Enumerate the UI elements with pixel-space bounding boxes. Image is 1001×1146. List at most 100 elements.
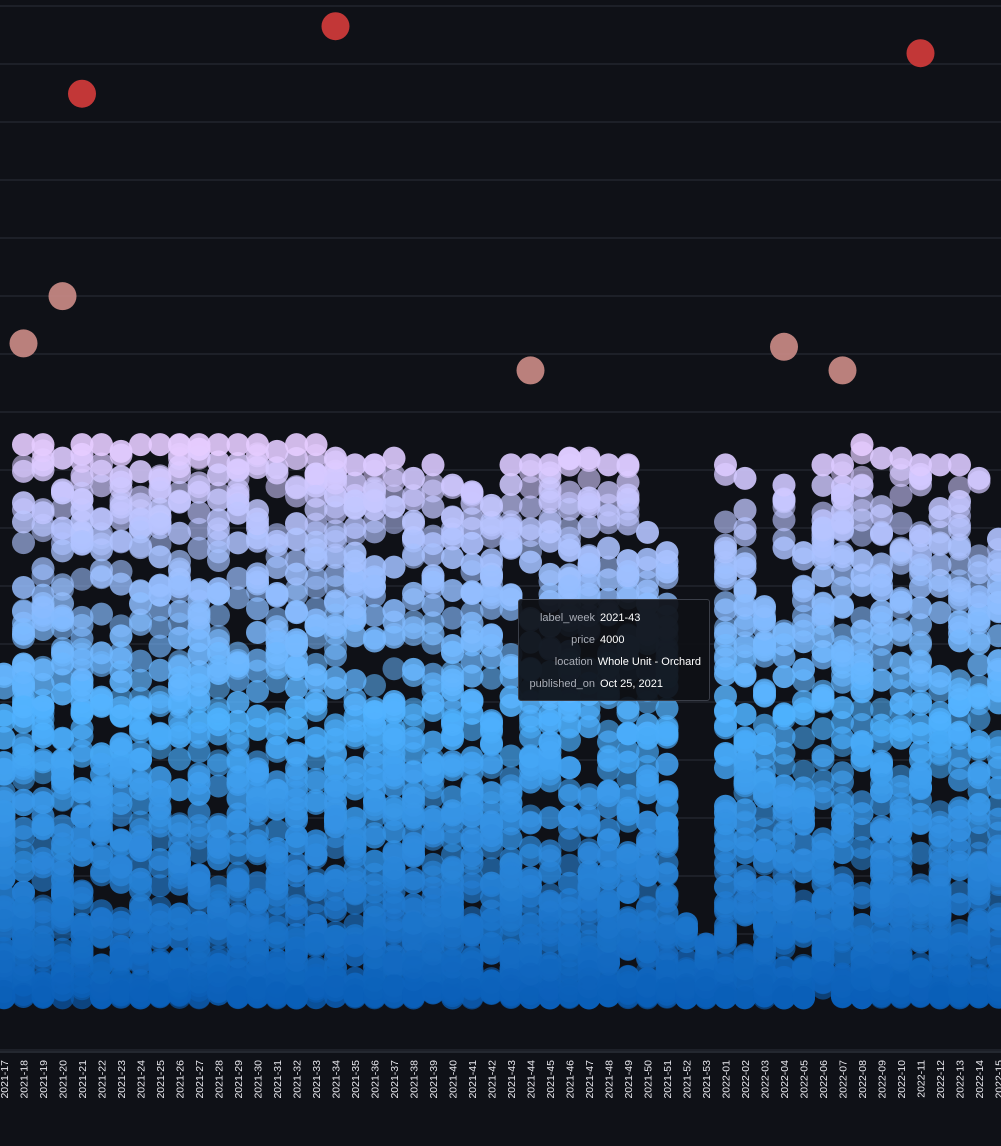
data-point[interactable] (304, 878, 328, 902)
data-point[interactable] (948, 453, 971, 477)
data-point[interactable] (772, 702, 796, 726)
data-point[interactable] (187, 578, 211, 602)
data-point[interactable] (31, 846, 55, 870)
data-point[interactable] (31, 595, 55, 619)
data-point[interactable] (265, 951, 289, 975)
data-point[interactable] (265, 461, 289, 485)
data-point[interactable] (168, 575, 191, 599)
data-point[interactable] (577, 975, 601, 999)
data-point[interactable] (402, 760, 425, 784)
data-point[interactable] (928, 864, 952, 888)
data-point[interactable] (519, 943, 542, 967)
data-point[interactable] (480, 666, 503, 690)
outlier-point[interactable] (516, 356, 545, 385)
data-point[interactable] (733, 635, 757, 659)
data-point[interactable] (636, 855, 659, 879)
data-point[interactable] (753, 818, 776, 842)
data-point[interactable] (928, 553, 952, 577)
data-point[interactable] (246, 834, 269, 858)
data-point[interactable] (207, 508, 230, 532)
data-point[interactable] (519, 745, 542, 769)
data-point[interactable] (304, 771, 328, 795)
data-point[interactable] (0, 662, 16, 686)
data-point[interactable] (285, 562, 308, 586)
data-point[interactable] (850, 847, 874, 871)
data-point[interactable] (246, 433, 269, 457)
data-point[interactable] (967, 792, 991, 816)
data-point[interactable] (987, 963, 1001, 987)
data-point[interactable] (402, 545, 425, 569)
data-point[interactable] (129, 740, 152, 764)
data-point[interactable] (967, 908, 991, 932)
data-point[interactable] (480, 824, 503, 848)
data-point[interactable] (714, 510, 737, 534)
data-point[interactable] (441, 977, 464, 1001)
data-point[interactable] (187, 762, 211, 786)
data-point[interactable] (850, 433, 874, 457)
data-point[interactable] (948, 744, 971, 768)
data-point[interactable] (363, 674, 386, 698)
data-point[interactable] (363, 822, 386, 846)
data-point[interactable] (636, 781, 659, 805)
data-point[interactable] (226, 985, 250, 1009)
data-point[interactable] (109, 439, 133, 463)
data-point[interactable] (187, 783, 211, 807)
data-point[interactable] (792, 832, 815, 856)
data-point[interactable] (967, 632, 991, 656)
data-point[interactable] (265, 670, 289, 694)
data-point[interactable] (499, 493, 523, 517)
data-point[interactable] (148, 545, 172, 569)
data-point[interactable] (987, 624, 1001, 648)
data-point[interactable] (460, 846, 484, 870)
data-point[interactable] (558, 574, 581, 598)
data-point[interactable] (324, 471, 347, 495)
data-point[interactable] (265, 788, 289, 812)
data-point[interactable] (382, 657, 406, 681)
data-point[interactable] (831, 819, 854, 843)
data-point[interactable] (616, 766, 640, 790)
data-point[interactable] (90, 651, 113, 675)
data-point[interactable] (70, 936, 94, 960)
data-point[interactable] (460, 650, 484, 674)
data-point[interactable] (519, 517, 542, 541)
data-point[interactable] (90, 452, 113, 476)
data-point[interactable] (226, 786, 250, 810)
data-point[interactable] (616, 965, 640, 989)
data-point[interactable] (558, 923, 581, 947)
data-point[interactable] (870, 713, 893, 737)
data-point[interactable] (109, 828, 133, 852)
data-point[interactable] (343, 881, 367, 905)
outlier-point[interactable] (770, 332, 798, 361)
data-point[interactable] (499, 685, 523, 709)
data-point[interactable] (967, 554, 991, 578)
data-point[interactable] (519, 550, 542, 574)
data-point[interactable] (616, 875, 640, 899)
data-point[interactable] (831, 487, 854, 511)
data-point[interactable] (90, 565, 113, 589)
data-point[interactable] (265, 921, 289, 945)
data-point[interactable] (811, 827, 835, 851)
data-point[interactable] (850, 662, 874, 686)
data-point[interactable] (831, 576, 854, 600)
data-point[interactable] (343, 624, 367, 648)
data-point[interactable] (928, 800, 952, 824)
data-point[interactable] (811, 473, 835, 497)
data-point[interactable] (363, 977, 386, 1001)
data-point[interactable] (909, 649, 932, 673)
data-point[interactable] (363, 893, 386, 917)
data-point[interactable] (109, 614, 133, 638)
data-point[interactable] (129, 592, 152, 616)
data-point[interactable] (12, 600, 35, 624)
data-point[interactable] (129, 686, 152, 710)
data-point[interactable] (31, 900, 55, 924)
data-point[interactable] (675, 912, 698, 936)
data-point[interactable] (324, 836, 347, 860)
data-point[interactable] (870, 941, 893, 965)
data-point[interactable] (402, 697, 425, 721)
data-point[interactable] (129, 433, 152, 457)
data-point[interactable] (402, 484, 425, 508)
data-point[interactable] (402, 835, 425, 859)
data-point[interactable] (12, 625, 35, 649)
data-point[interactable] (694, 932, 718, 956)
data-point[interactable] (226, 770, 250, 794)
